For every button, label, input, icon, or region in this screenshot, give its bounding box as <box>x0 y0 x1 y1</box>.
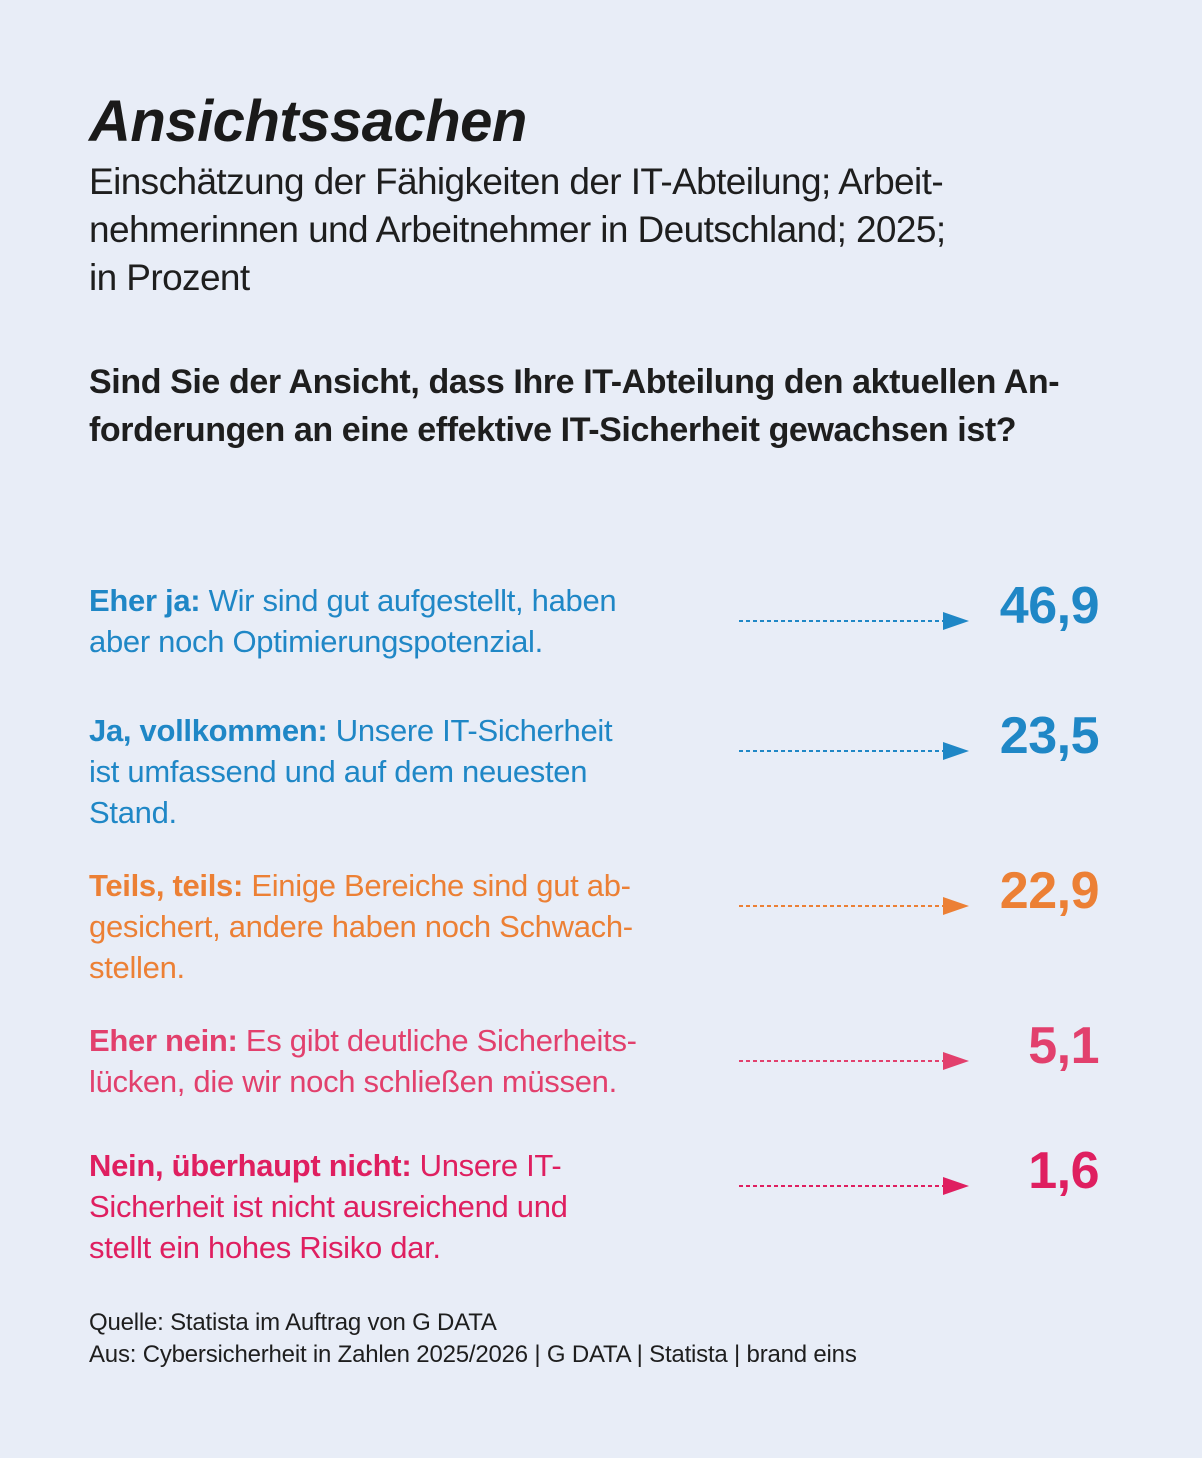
answer-value: 46,9 <box>999 577 1100 635</box>
dotted-arrow-icon <box>739 897 969 915</box>
dotted-arrow-icon <box>739 1052 969 1070</box>
arrow-head <box>943 1052 969 1070</box>
answer-description: Es gibt deutliche Sicherheits- lücken, d… <box>89 1023 637 1099</box>
answer-text: Eher ja: Wir sind gut aufgestellt, haben… <box>89 580 714 662</box>
arrow-head <box>943 742 969 760</box>
answer-value: 22,9 <box>999 862 1100 920</box>
source-line-1: Quelle: Statista im Auftrag von G DATA <box>89 1309 497 1336</box>
chart-subtitle: Einschätzung der Fähigkeiten der IT-Abte… <box>89 161 946 298</box>
answer-description: Wir sind gut aufgestellt, haben aber noc… <box>89 583 617 659</box>
answer-value: 23,5 <box>999 707 1100 765</box>
answer-label: Nein, überhaupt nicht: <box>89 1148 412 1183</box>
answer-value: 5,1 <box>1028 1017 1099 1075</box>
arrow-head <box>943 897 969 915</box>
answer-value: 1,6 <box>1028 1142 1099 1200</box>
answer-label: Teils, teils: <box>89 868 244 903</box>
answer-text: Nein, überhaupt nicht: Unsere IT- Sicher… <box>89 1145 714 1268</box>
source-line-2: Aus: Cybersicherheit in Zahlen 2025/2026… <box>89 1341 857 1368</box>
dotted-arrow-icon <box>739 612 969 630</box>
arrow-head <box>943 1177 969 1195</box>
dotted-arrow-icon <box>739 1177 969 1195</box>
survey-question: Sind Sie der Ansicht, dass Ihre IT-Abtei… <box>89 363 1060 449</box>
answer-description: Einige Bereiche sind gut ab- gesichert, … <box>89 868 633 985</box>
chart-title: Ansichtssachen <box>89 89 527 154</box>
answer-label: Eher nein: <box>89 1023 238 1058</box>
answer-text: Eher nein: Es gibt deutliche Sicherheits… <box>89 1020 714 1102</box>
dotted-arrow-icon <box>739 742 969 760</box>
source-note: Quelle: Statista im Auftrag von G DATA A… <box>89 1307 1119 1371</box>
answer-text: Ja, vollkommen: Unsere IT-Sicherheit ist… <box>89 710 714 833</box>
arrow-head <box>943 612 969 630</box>
answer-text: Teils, teils: Einige Bereiche sind gut a… <box>89 865 714 988</box>
answer-label: Eher ja: <box>89 583 201 618</box>
answer-label: Ja, vollkommen: <box>89 713 328 748</box>
answer-description: Unsere IT-Sicherheit ist umfassend und a… <box>89 713 613 830</box>
answer-description: Unsere IT- Sicherheit ist nicht ausreich… <box>89 1148 568 1265</box>
